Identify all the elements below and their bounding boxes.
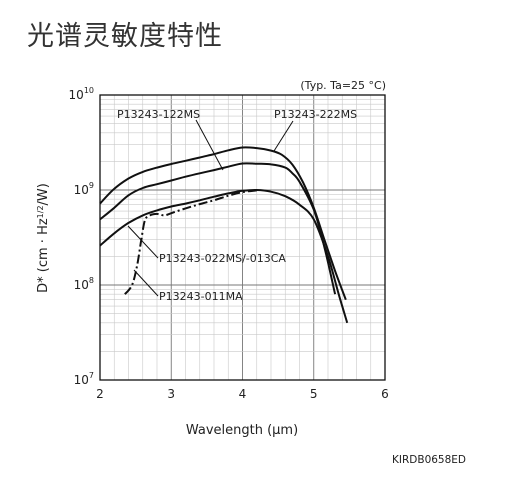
y-tick-base: 10 [74,183,89,197]
y-tick-exponent: 10 [84,86,94,95]
y-tick-base: 10 [74,373,89,387]
figure-code: KIRDB0658ED [392,454,466,466]
y-tick-label: 109 [74,181,94,197]
series-label-022ms-013ca: P13243-022MS/-013CA [159,252,286,265]
x-tick-label: 5 [310,387,318,401]
series-label-222ms: P13243-222MS [274,108,357,121]
y-tick-exponent: 9 [89,181,94,190]
series-label-011ma: P13243-011MA [159,290,243,303]
leader-lines [127,119,294,297]
series-layer [99,146,349,324]
series-line-p13243-022ms-013ca [99,188,349,324]
y-tick-label: 107 [74,371,94,387]
condition-note: (Typ. Ta=25 °C) [300,79,386,92]
x-tick-label: 2 [96,387,104,401]
plot-frame [99,94,386,381]
leader-line-011ma [133,269,159,297]
series-line-p13243-122ms [99,162,337,295]
y-axis-label-tail: /W) [36,183,51,205]
y-tick-base: 10 [69,88,84,102]
y-tick-label: 1010 [69,86,94,102]
series-line-p13243-222ms [99,146,347,301]
series-labels: P13243-122MS P13243-222MS P13243-022MS/-… [117,108,357,303]
x-tick-label: 3 [167,387,175,401]
y-axis-label-main: D* (cm · Hz [36,218,51,293]
page-title: 光谱灵敏度特性 [27,21,223,52]
grid [99,94,386,381]
leader-line-022ms [127,225,159,259]
y-tick-exponent: 7 [89,371,94,380]
x-axis-label: Wavelength (μm) [186,423,298,438]
y-axis-label-exponent: 1/2 [36,205,45,218]
series-label-122ms: P13243-122MS [117,108,200,121]
series-line-p13243-011ma [124,189,257,295]
y-tick-exponent: 8 [89,276,94,285]
y-axis-label: D* (cm · Hz1/2/W) [36,183,51,293]
leader-line-222ms [273,120,294,152]
x-tick-label: 6 [381,387,389,401]
x-tick-label: 4 [239,387,247,401]
y-tick-label: 108 [74,276,94,292]
leader-line-122ms [195,119,224,171]
y-tick-base: 10 [74,278,89,292]
